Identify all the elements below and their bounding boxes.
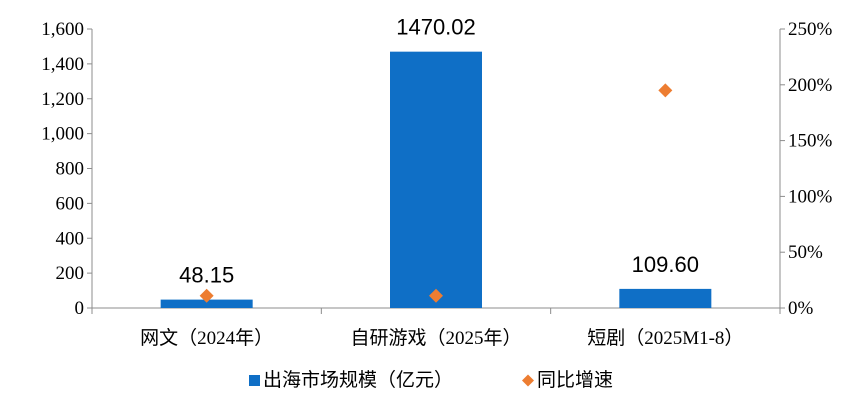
y-right-tick-label: 50% [788,242,823,263]
bar-data-label: 109.60 [632,252,699,277]
bar [390,51,482,309]
x-category-label: 短剧（2025M1-8） [587,327,743,349]
bar-data-label: 1470.02 [396,15,476,40]
growth-marker [429,288,443,303]
legend-swatch-growth [522,374,534,387]
y-left-tick-label: 1,200 [41,89,84,110]
y-right-tick-label: 0% [788,298,814,319]
legend-label-growth: 同比增速 [537,369,613,391]
bar [160,299,253,308]
y-left-tick-label: 800 [56,159,85,180]
y-right-tick-label: 250% [788,19,833,40]
points-layer [199,83,673,303]
y-right-tick-label: 150% [788,131,833,152]
y-left-tick-label: 0 [75,298,85,319]
legend: 出海市场规模（亿元） 同比增速 [249,369,613,391]
y-right-tick-label: 200% [788,75,833,96]
y-left-tick-label: 200 [56,263,85,284]
growth-marker [658,83,673,98]
y-left-tick-label: 1,600 [41,19,84,40]
y-left-tick-label: 400 [56,228,85,249]
y-left-tick-label: 1,400 [41,54,84,75]
y-right-tick-label: 100% [788,186,833,207]
legend-swatch-bar [249,375,260,386]
x-category-label: 网文（2024年） [140,327,273,349]
y-left-tick-label: 600 [56,193,85,214]
bar [619,288,712,308]
y-left-tick-label: 1,000 [41,124,84,145]
labels-layer: 网文（2024年） 自研游戏（2025年） 短剧（2025M1-8） 48.15 147… [140,15,743,349]
bar-data-label: 48.15 [179,263,234,288]
growth-marker [199,288,214,303]
x-category-label: 自研游戏（2025年） [350,327,521,349]
bars-layer [160,51,712,309]
legend-label-bar: 出海市场规模（亿元） [263,369,453,391]
